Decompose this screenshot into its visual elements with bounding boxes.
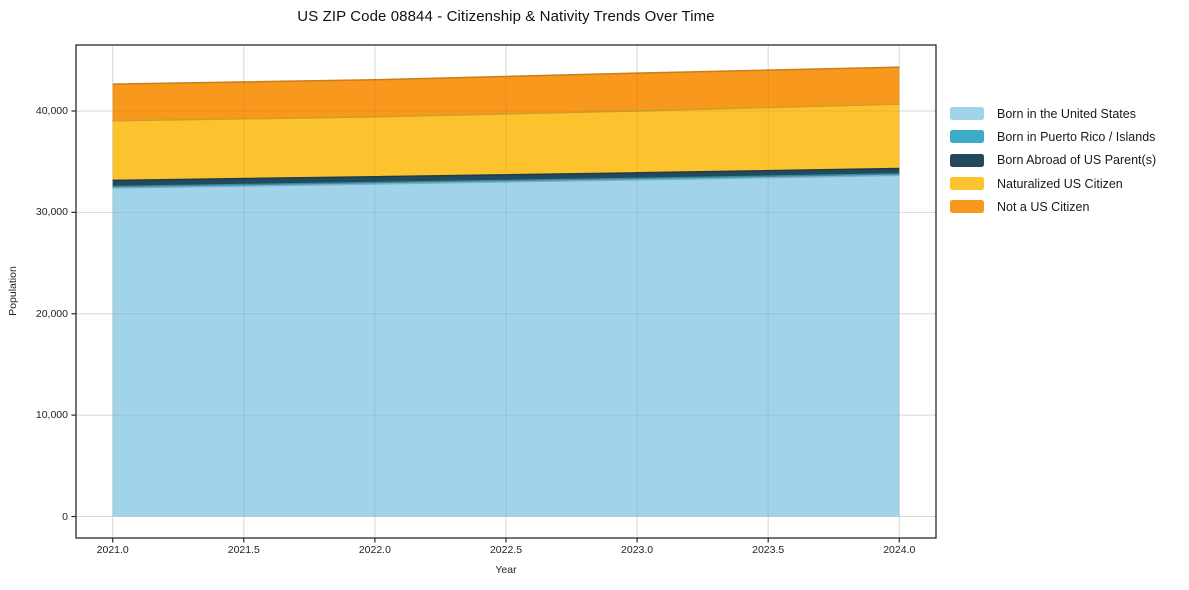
- x-tick-label: 2024.0: [883, 544, 916, 556]
- legend-item: Born in Puerto Rico / Islands: [950, 125, 1156, 148]
- x-tick-label: 2021.5: [227, 544, 260, 556]
- x-tick-label: 2023.0: [621, 544, 654, 556]
- legend-item: Not a US Citizen: [950, 195, 1156, 218]
- chart-legend: Born in the United States Born in Puerto …: [950, 102, 1156, 218]
- x-axis-label: Year: [495, 564, 517, 576]
- x-tick-label: 2023.5: [752, 544, 785, 556]
- y-tick-label: 0: [62, 510, 68, 523]
- legend-swatch-icon: [950, 177, 984, 191]
- legend-item: Naturalized US Citizen: [950, 172, 1156, 195]
- legend-swatch-icon: [950, 107, 984, 121]
- x-tick-label: 2022.0: [358, 544, 391, 556]
- legend-item: Born Abroad of US Parent(s): [950, 149, 1156, 172]
- y-tick-label: 10,000: [35, 409, 68, 422]
- legend-label: Born in the United States: [997, 106, 1136, 121]
- y-tick-label: 20,000: [35, 307, 68, 320]
- chart-title: US ZIP Code 08844 - Citizenship & Nativi…: [297, 8, 715, 25]
- legend-item: Born in the United States: [950, 102, 1156, 125]
- y-tick-label: 30,000: [35, 206, 68, 219]
- legend-label: Born Abroad of US Parent(s): [997, 153, 1157, 168]
- legend-swatch-icon: [950, 200, 984, 214]
- legend-label: Born in Puerto Rico / Islands: [997, 129, 1156, 144]
- legend-swatch-icon: [950, 153, 984, 167]
- legend-label: Not a US Citizen: [997, 199, 1090, 214]
- y-tick-label: 40,000: [35, 104, 68, 117]
- legend-swatch-icon: [950, 130, 984, 144]
- x-tick-label: 2021.0: [96, 544, 129, 556]
- x-tick-label: 2022.5: [489, 544, 523, 556]
- legend-label: Naturalized US Citizen: [997, 176, 1123, 191]
